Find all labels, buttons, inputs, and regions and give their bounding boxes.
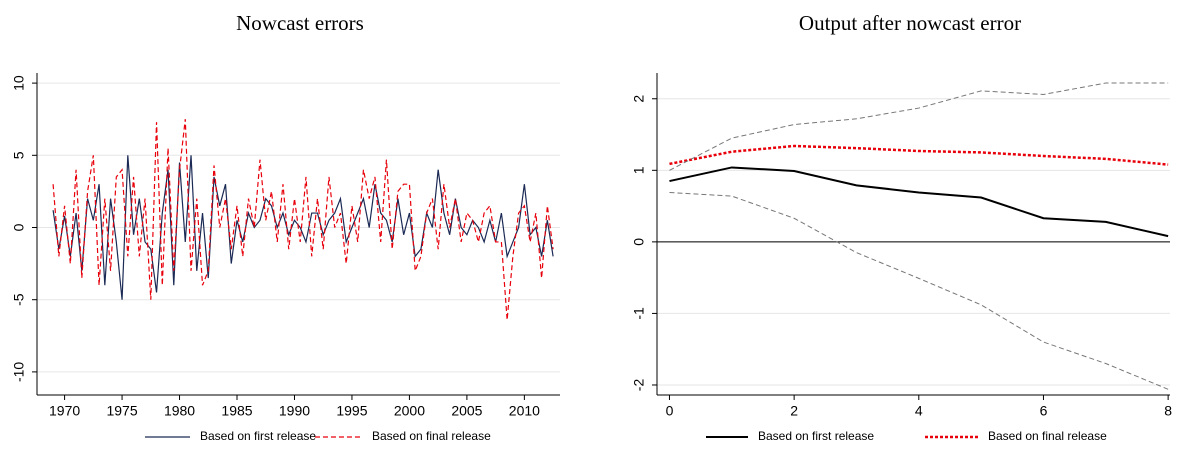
x-tick-label: 6 [1040,403,1048,419]
x-tick-label: 2005 [451,403,482,419]
legend-label: Based on final release [372,429,491,443]
x-tick-label: 0 [666,403,674,419]
x-tick-label: 2 [790,403,798,419]
y-tick-label: -10 [11,362,27,382]
x-tick-label: 1975 [106,403,137,419]
x-tick-label: 1985 [221,403,252,419]
legend-label: Based on first release [758,429,874,443]
legend-label: Based on final release [988,429,1107,443]
x-tick-label: 1995 [336,403,367,419]
y-tick-label: -2 [631,379,647,392]
chart-title: Output after nowcast error [799,11,1021,35]
series-line [669,82,1169,171]
legend-label: Based on first release [200,429,316,443]
series-line [669,144,1169,166]
series-line [52,119,554,320]
y-tick-label: -1 [631,307,647,320]
chart-title: Nowcast errors [236,11,364,35]
y-tick-label: 0 [11,223,27,231]
x-tick-label: 1980 [164,403,195,419]
series-line [669,192,1169,390]
x-tick-label: 4 [915,403,923,419]
y-tick-label: 2 [631,95,647,103]
y-tick-label: 0 [631,238,647,246]
x-tick-label: 1970 [49,403,80,419]
y-tick-label: -5 [11,293,27,306]
y-tick-label: 5 [11,151,27,159]
x-tick-label: 8 [1164,403,1172,419]
y-tick-label: 10 [11,75,27,91]
panel: Nowcast errors -10 -5 0 5 10 1970 1975 1980 1985 1… [11,11,560,443]
panel: Output after nowcast error -2 -1 0 1 2 0 2 4 6 8 Ba… [631,11,1173,443]
y-tick-label: 1 [631,166,647,174]
x-tick-label: 1990 [279,403,310,419]
series-line [669,166,1169,238]
x-tick-label: 2010 [509,403,540,419]
x-tick-label: 2000 [394,403,425,419]
